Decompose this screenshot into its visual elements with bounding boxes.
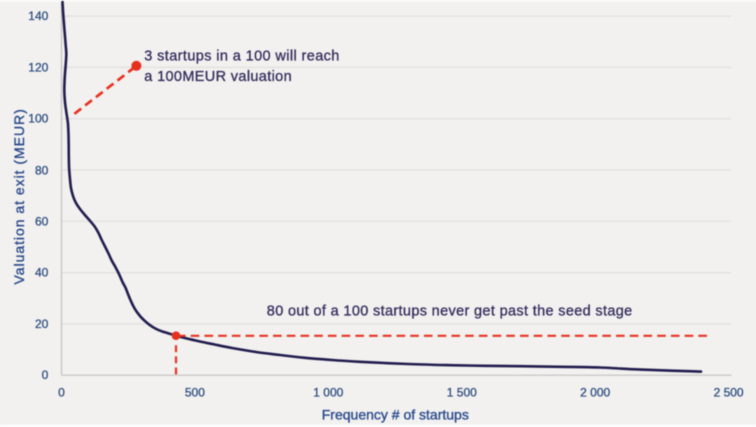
svg-text:3 startups in a 100 will reach: 3 startups in a 100 will reach [144,49,339,65]
svg-text:20: 20 [35,317,49,331]
svg-text:1 500: 1 500 [447,385,477,399]
svg-text:Valuation at exit (MEUR): Valuation at exit (MEUR) [11,108,27,284]
svg-text:a 100MEUR valuation: a 100MEUR valuation [144,69,292,85]
svg-text:40: 40 [35,266,49,280]
svg-text:100: 100 [28,112,48,126]
svg-text:120: 120 [28,60,48,74]
svg-text:80 out of a 100 startups never: 80 out of a 100 startups never get past … [267,303,633,319]
svg-text:0: 0 [58,385,65,399]
svg-text:2 500: 2 500 [714,385,744,399]
svg-text:Frequency # of startups: Frequency # of startups [322,406,469,422]
svg-text:0: 0 [42,368,49,382]
svg-text:60: 60 [35,214,49,228]
svg-text:2 000: 2 000 [580,385,610,399]
svg-text:500: 500 [185,385,205,399]
svg-text:140: 140 [28,9,48,23]
svg-text:1 000: 1 000 [313,385,343,399]
svg-text:80: 80 [35,163,49,177]
